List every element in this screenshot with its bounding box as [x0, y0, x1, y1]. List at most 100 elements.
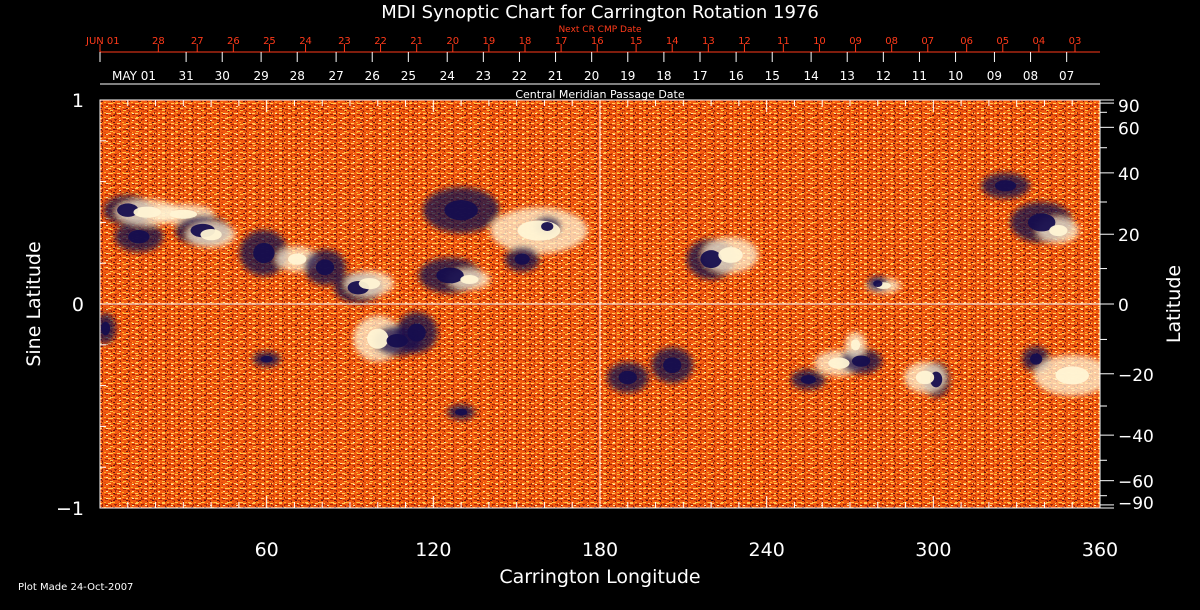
red-date-label: 25	[263, 36, 276, 47]
y-tick-label-left: −1	[56, 498, 84, 520]
active-region-core	[386, 333, 408, 348]
white-date-label: 30	[215, 69, 230, 83]
white-date-label: 28	[290, 69, 305, 83]
active-region-core	[618, 370, 637, 385]
white-date-label: 25	[401, 69, 416, 83]
active-region-core	[133, 206, 161, 218]
red-date-label: 13	[702, 36, 715, 47]
y-tick-label-right: 40	[1118, 165, 1140, 185]
red-date-label: 22	[374, 36, 387, 47]
active-region-core	[100, 321, 111, 336]
active-region-core	[455, 408, 468, 416]
active-region-core	[117, 203, 139, 217]
red-date-label: 19	[483, 36, 496, 47]
y-tick-label-left: 0	[72, 294, 84, 316]
red-date-label: 26	[227, 36, 240, 47]
white-date-label: 21	[548, 69, 563, 83]
red-date-label: 23	[338, 36, 351, 47]
white-date-label: 31	[178, 69, 193, 83]
y-tick-label-right: 20	[1118, 226, 1140, 246]
x-tick-label: 120	[415, 539, 451, 561]
red-date-label: 06	[960, 36, 973, 47]
active-region-core	[1055, 366, 1090, 385]
white-date-label: 20	[584, 69, 599, 83]
white-date-label: 24	[440, 69, 455, 83]
x-tick-label: 360	[1082, 539, 1118, 561]
active-region-core	[851, 355, 871, 367]
white-date-label: 29	[253, 69, 268, 83]
white-date-label: 18	[656, 69, 671, 83]
active-region-core	[460, 275, 479, 285]
y-tick-label-right: −20	[1118, 366, 1154, 386]
x-tick-label: 180	[582, 539, 618, 561]
footer-note: Plot Made 24-Oct-2007	[18, 582, 133, 593]
red-date-label: 17	[555, 36, 568, 47]
active-region-core	[407, 323, 426, 342]
white-date-label: 23	[476, 69, 491, 83]
white-date-label: 10	[948, 69, 963, 83]
active-region-core	[128, 229, 150, 244]
red-date-label: 16	[591, 36, 604, 47]
red-date-label: 21	[410, 36, 423, 47]
red-date-label: JUN 01	[85, 36, 120, 47]
y-tick-label-right: −40	[1118, 427, 1154, 447]
active-region-core	[444, 200, 478, 221]
active-region-core	[315, 259, 335, 276]
white-date-label: 07	[1059, 69, 1074, 83]
chart-title: MDI Synoptic Chart for Carrington Rotati…	[381, 2, 819, 23]
active-region-core	[253, 242, 275, 264]
white-date-label: 13	[840, 69, 855, 83]
active-region-core	[169, 209, 198, 219]
y-tick-label-right: −90	[1118, 494, 1154, 514]
red-date-label: 14	[666, 36, 679, 47]
active-region-core	[718, 247, 743, 263]
x-tick-label: 60	[255, 539, 279, 561]
active-region-core	[367, 328, 389, 349]
active-region-core	[436, 267, 464, 284]
white-date-label: MAY 01	[112, 69, 156, 83]
red-date-label: 28	[152, 36, 165, 47]
white-date-label: 26	[365, 69, 380, 83]
white-date-label: 19	[620, 69, 635, 83]
white-date-label: 14	[803, 69, 818, 83]
x-tick-label: 300	[915, 539, 951, 561]
red-date-label: 08	[885, 36, 898, 47]
white-axis-title: Central Meridian Passage Date	[515, 88, 684, 101]
active-region-core	[517, 220, 561, 241]
y-tick-label-right: −60	[1118, 473, 1154, 493]
red-date-label: 24	[299, 36, 312, 47]
y-tick-label-left: 1	[72, 90, 84, 112]
active-region-core	[358, 277, 381, 290]
red-date-label: 10	[813, 36, 826, 47]
active-region-core	[873, 280, 883, 287]
active-region-core	[915, 370, 935, 385]
red-date-label: 12	[738, 36, 751, 47]
active-region-core	[541, 221, 554, 231]
white-date-label: 17	[692, 69, 707, 83]
red-axis-title: Next CR CMP Date	[558, 25, 642, 35]
y-tick-label-right: 0	[1118, 296, 1129, 316]
white-date-label: 15	[765, 69, 780, 83]
active-region-core	[700, 250, 722, 269]
x-axis-title: Carrington Longitude	[499, 566, 700, 588]
y-axis-title-right: Latitude	[1163, 265, 1185, 343]
red-date-label: 11	[777, 36, 790, 47]
red-date-label: 09	[849, 36, 862, 47]
white-date-label: 27	[328, 69, 343, 83]
red-date-label: 04	[1033, 36, 1046, 47]
red-date-label: 15	[630, 36, 643, 47]
white-date-label: 09	[987, 69, 1002, 83]
red-date-label: 18	[519, 36, 532, 47]
active-region-core	[288, 253, 307, 265]
active-region-core	[828, 357, 850, 369]
active-region-core	[260, 355, 273, 363]
white-date-label: 08	[1023, 69, 1038, 83]
white-date-label: 12	[876, 69, 891, 83]
x-tick-label: 240	[749, 539, 785, 561]
white-date-label: 16	[728, 69, 743, 83]
y-tick-label-right: 60	[1118, 119, 1140, 139]
active-region-core	[1049, 224, 1068, 237]
white-date-label: 22	[512, 69, 527, 83]
active-region-core	[1027, 213, 1056, 232]
